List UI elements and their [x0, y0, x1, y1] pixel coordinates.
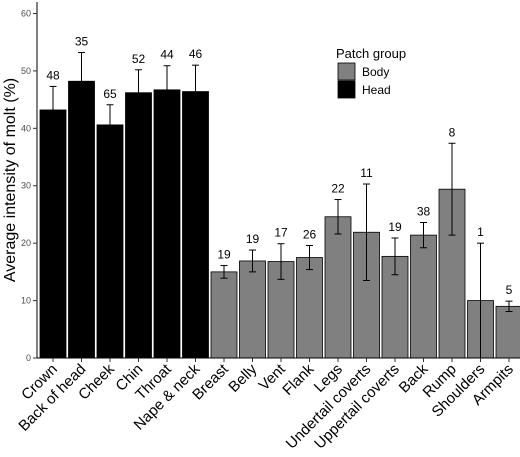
error-bar: [249, 249, 256, 273]
x-tick-label: Belly: [225, 360, 260, 395]
bar: [296, 257, 323, 359]
legend-label-head: Head: [362, 83, 391, 97]
error-bar: [334, 199, 342, 235]
error-bar: [135, 69, 142, 117]
error-bar: [505, 300, 513, 312]
bar: [438, 188, 466, 359]
sample-size-label: 8: [449, 125, 456, 139]
bar: [182, 91, 209, 359]
error-bar: [106, 104, 114, 146]
error-bar: [78, 52, 85, 111]
sample-size-label: 44: [160, 48, 174, 62]
bar: [410, 234, 437, 359]
sample-size-label: 35: [75, 35, 89, 49]
legend-swatch-body: [337, 62, 356, 81]
y-axis-title: Average intensity of molt (%): [2, 78, 19, 282]
legend: Patch group Body Head: [336, 46, 406, 99]
error-bars-layer: [49, 52, 513, 359]
error-bar: [192, 64, 199, 119]
sample-size-label: 5: [506, 283, 513, 297]
sample-size-label: 17: [274, 226, 288, 240]
x-tick-label: Flank: [279, 360, 317, 398]
sample-size-label: 19: [246, 232, 260, 246]
sample-size-label: 48: [46, 68, 60, 82]
error-bar: [391, 237, 399, 276]
sample-size-label: 22: [331, 182, 345, 196]
bars-layer: [39, 80, 520, 359]
axes-layer: [36, 2, 520, 359]
y-tick-label: 60: [21, 8, 31, 18]
bar: [39, 109, 67, 359]
bar: [153, 89, 181, 359]
error-bar: [448, 142, 456, 236]
sample-size-label: 46: [189, 47, 203, 61]
sample-size-label: 19: [388, 220, 402, 234]
sample-size-label: 65: [103, 87, 117, 101]
bar: [68, 80, 95, 359]
y-ticks-layer: 0 10 20 30 40 50 60: [21, 8, 37, 363]
legend-label-body: Body: [362, 65, 389, 79]
bar: [495, 305, 520, 359]
sample-size-label: 38: [417, 204, 431, 218]
sample-size-label: 52: [132, 52, 146, 66]
error-bar: [163, 65, 171, 115]
error-bar: [277, 243, 285, 280]
y-tick-label: 10: [21, 296, 31, 306]
bar: [125, 92, 152, 359]
bar: [324, 216, 352, 359]
sample-size-label: 11: [360, 166, 373, 180]
legend-title: Patch group: [336, 46, 406, 61]
y-tick-label: 40: [21, 123, 31, 133]
y-tick-label: 30: [21, 181, 31, 191]
sample-size-label: 19: [217, 248, 231, 262]
legend-swatch-head: [337, 80, 356, 99]
y-tick-label: 50: [21, 66, 31, 76]
bar: [96, 124, 124, 359]
bar: [210, 271, 238, 359]
y-tick-label: 20: [21, 238, 31, 248]
count-labels-layer: 48 35 65 52 44 46 19 19 17 26 22 11 19 38 8 1 5: [46, 35, 512, 298]
sample-size-label: 26: [303, 227, 317, 241]
sample-size-label: 1: [477, 225, 484, 239]
error-bar: [220, 265, 228, 279]
bar: [239, 260, 266, 359]
error-bar: [49, 85, 57, 134]
error-bar: [363, 183, 370, 281]
y-tick-label: 0: [26, 353, 31, 363]
error-bar: [306, 244, 313, 271]
error-bar: [420, 221, 427, 249]
